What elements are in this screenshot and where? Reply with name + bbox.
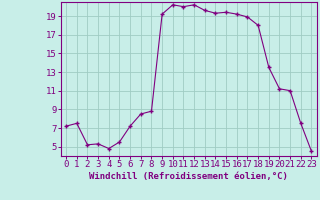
X-axis label: Windchill (Refroidissement éolien,°C): Windchill (Refroidissement éolien,°C) xyxy=(89,172,288,181)
